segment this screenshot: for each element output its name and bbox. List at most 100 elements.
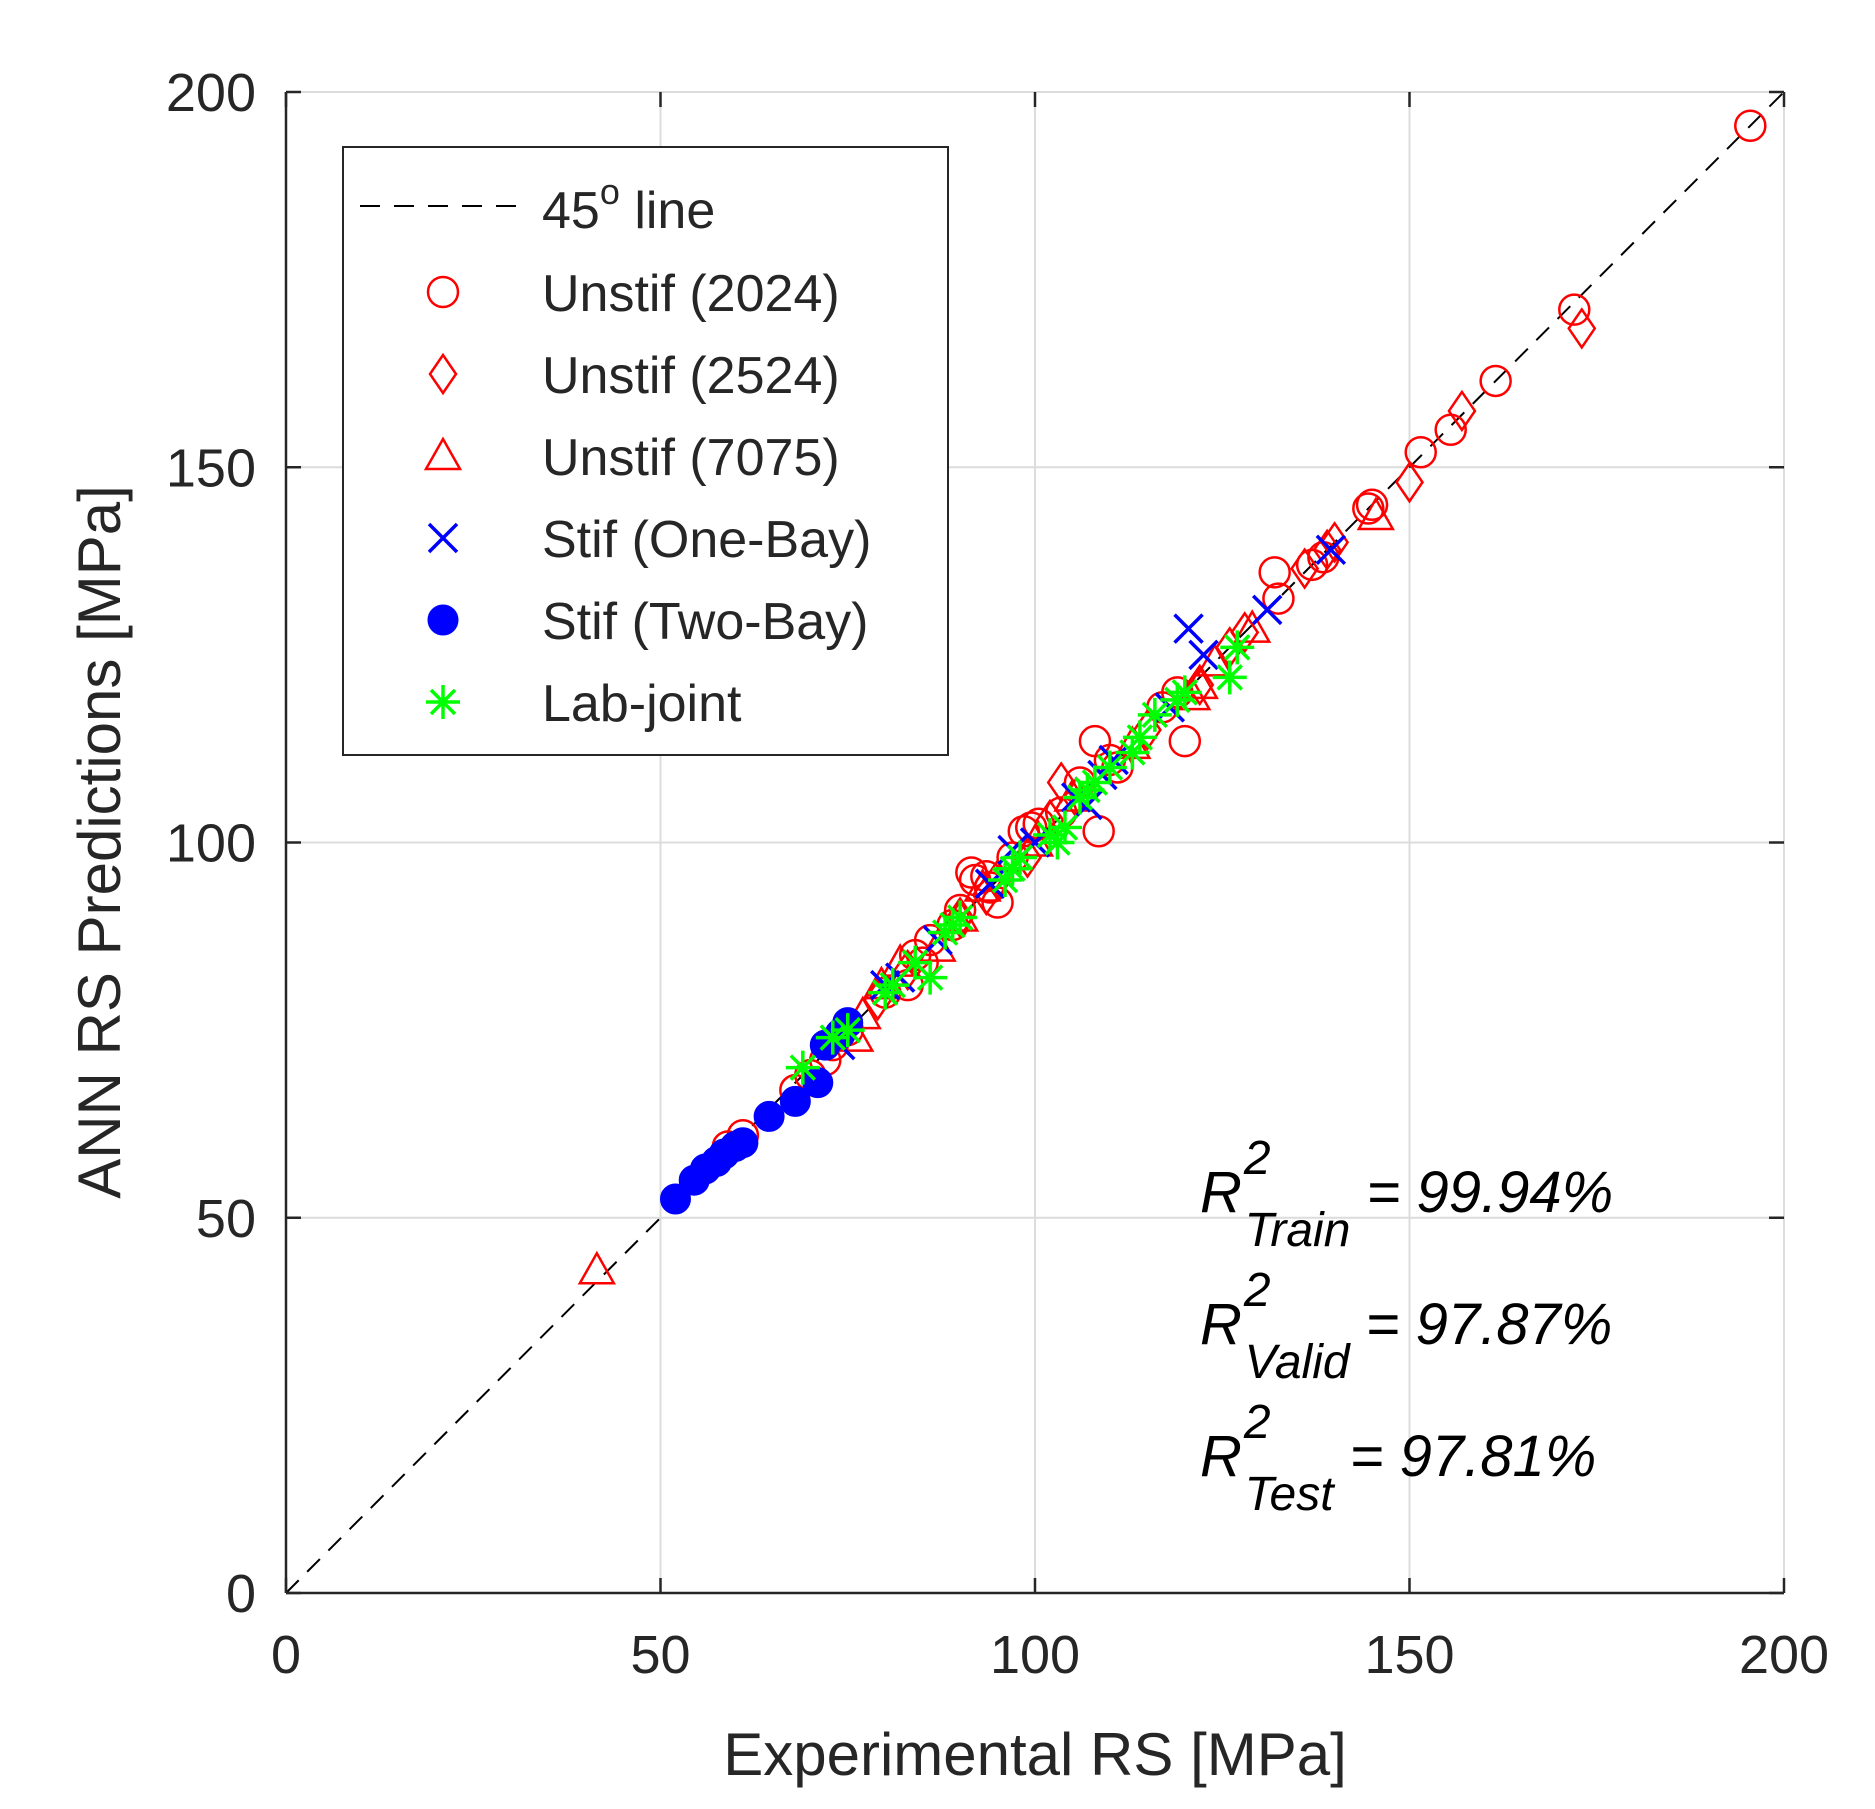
point-unstif-2024-4 xyxy=(1404,435,1437,469)
y-axis-label: ANN RS Predictions [MPa] xyxy=(66,485,133,1199)
point-lab-joint-11 xyxy=(995,851,1030,886)
tick-labels: 0 50 100 150 200 0 50 100 150 200 xyxy=(166,63,1829,1685)
r2-test-value: = 97.81% xyxy=(1334,1424,1597,1489)
legend-marker-stif-two-bay-icon xyxy=(427,604,459,636)
y-tick-label-200: 200 xyxy=(166,63,256,123)
legend-marker-stif-one-bay-icon xyxy=(427,522,459,554)
point-unstif-2024-5 xyxy=(1355,488,1389,522)
point-lab-joint-1 xyxy=(815,1020,850,1055)
point-lab-joint-18 xyxy=(1077,765,1112,800)
legend-item-unstif-2024: Unstif (2024) xyxy=(426,265,840,323)
x-tick-label-200: 200 xyxy=(1739,1625,1829,1685)
point-unstif-2024-2 xyxy=(1479,364,1512,398)
point-unstif-2524-8 xyxy=(1185,663,1215,707)
y-tick-label-150: 150 xyxy=(166,438,256,498)
point-unstif-7075-1 xyxy=(1356,496,1395,531)
legend-marker-unstif-7075-icon xyxy=(423,436,463,471)
x-axis-label: Experimental RS [MPa] xyxy=(723,1721,1347,1788)
point-stif-one-bay-5 xyxy=(1098,744,1129,776)
point-lab-joint-26 xyxy=(1220,630,1255,665)
legend-box xyxy=(342,146,949,756)
legend-item-unstif-7075: Unstif (7075) xyxy=(423,429,840,487)
point-unstif-7075-3 xyxy=(1195,642,1234,677)
legend-marker-unstif-2524-icon xyxy=(428,352,458,396)
x-tick-label-150: 150 xyxy=(1364,1625,1454,1685)
r2-test-annotation: R2 Test = 97.81% xyxy=(1200,1396,1596,1521)
legend-label-45: 45 xyxy=(542,182,600,240)
point-lab-joint-22 xyxy=(1137,697,1172,732)
point-lab-joint-9 xyxy=(943,900,978,935)
point-unstif-2024-9 xyxy=(1262,582,1295,615)
r2-test-sub: Test xyxy=(1245,1468,1336,1521)
r2-test-sup: 2 xyxy=(1243,1396,1271,1449)
point-unstif-2024-10 xyxy=(1258,556,1291,589)
point-lab-joint-19 xyxy=(1092,750,1127,785)
legend-marker-unstif-2024-icon xyxy=(426,275,460,309)
point-lab-joint-24 xyxy=(1167,675,1202,710)
point-lab-joint-21 xyxy=(1122,720,1157,755)
point-lab-joint-6 xyxy=(913,960,948,995)
point-unstif-7075-2 xyxy=(1233,609,1272,643)
y-tick-label-0: 0 xyxy=(226,1564,256,1624)
r2-valid-sub: Valid xyxy=(1245,1336,1351,1389)
point-unstif-2024-8 xyxy=(1295,548,1329,582)
y-tick-label-100: 100 xyxy=(166,814,256,874)
point-stif-one-bay-0 xyxy=(1315,534,1347,566)
point-unstif-2024-11 xyxy=(1168,724,1202,758)
legend-label-stif-one-bay: Stif (One-Bay) xyxy=(542,511,871,569)
legend-label-unstif-2524: Unstif (2524) xyxy=(542,347,840,405)
point-lab-joint-5 xyxy=(898,945,933,980)
legend: 45o line Unstif (2024)Unstif (2524)Unsti… xyxy=(342,146,949,756)
legend-label-unstif-7075: Unstif (7075) xyxy=(542,429,840,487)
point-unstif-2024-0 xyxy=(1734,109,1767,143)
r2-valid-symbol: R xyxy=(1200,1292,1242,1357)
legend-item-stif-one-bay: Stif (One-Bay) xyxy=(427,511,871,569)
point-unstif-2524-0 xyxy=(1567,307,1597,350)
r2-train-value: = 99.94% xyxy=(1350,1160,1613,1225)
legend-item-stif-two-bay: Stif (Two-Bay) xyxy=(427,593,869,651)
point-lab-joint-25 xyxy=(1212,660,1247,695)
legend-label-line-suffix: line xyxy=(620,182,715,240)
r2-train-sup: 2 xyxy=(1243,1132,1271,1185)
legend-label-stif-two-bay: Stif (Two-Bay) xyxy=(542,593,869,651)
x-tick-label-50: 50 xyxy=(630,1625,690,1685)
r2-valid-value: = 97.87% xyxy=(1350,1292,1613,1357)
series-lab-joint xyxy=(785,630,1255,1085)
legend-label-unstif-2024: Unstif (2024) xyxy=(542,265,840,323)
legend-series-items: Unstif (2024) Unstif (2524) Unstif (7075) S… xyxy=(423,265,871,733)
legend-label-45-line: 45o line xyxy=(542,171,715,240)
point-unstif-2024-17 xyxy=(1078,724,1112,758)
point-lab-joint-12 xyxy=(1003,840,1038,875)
r2-train-sub: Train xyxy=(1245,1204,1351,1257)
x-tick-label-100: 100 xyxy=(990,1625,1080,1685)
y-tick-label-50: 50 xyxy=(196,1189,256,1249)
point-lab-joint-14 xyxy=(1040,825,1075,860)
data-points-layer xyxy=(577,109,1767,1285)
point-unstif-2524-6 xyxy=(1230,611,1260,654)
point-stif-one-bay-1 xyxy=(1251,594,1283,626)
legend-item-lab-joint: Lab-joint xyxy=(426,675,742,733)
legend-label-degree: o xyxy=(600,171,620,212)
point-stif-one-bay-3 xyxy=(1173,613,1204,644)
point-stif-one-bay-2 xyxy=(1188,639,1219,671)
legend-item-45-line: 45o line xyxy=(360,171,715,240)
r-squared-annotations: R2 Train = 99.94% R2 Valid = 97.87% R2 Test… xyxy=(1200,1132,1613,1521)
point-lab-joint-15 xyxy=(1047,810,1082,845)
r2-valid-sup: 2 xyxy=(1243,1264,1271,1317)
point-lab-joint-0 xyxy=(785,1050,820,1085)
point-stif-two-bay-8 xyxy=(779,1085,811,1117)
r2-train-symbol: R xyxy=(1200,1160,1242,1225)
point-unstif-2024-28 xyxy=(955,856,988,889)
axis-ticks xyxy=(284,90,1786,1595)
point-unstif-2524-2 xyxy=(1394,461,1425,504)
point-lab-joint-10 xyxy=(988,863,1023,898)
point-lab-joint-4 xyxy=(875,968,910,1003)
point-stif-two-bay-6 xyxy=(727,1127,759,1159)
legend-item-unstif-2524: Unstif (2524) xyxy=(428,347,840,405)
point-unstif-2524-1 xyxy=(1447,389,1477,433)
legend-label-lab-joint: Lab-joint xyxy=(542,675,742,733)
point-unstif-2524-5 xyxy=(1290,547,1320,590)
point-unstif-2024-6 xyxy=(1352,492,1385,525)
point-stif-two-bay-0 xyxy=(659,1183,691,1215)
point-unstif-2024-1 xyxy=(1558,293,1591,326)
